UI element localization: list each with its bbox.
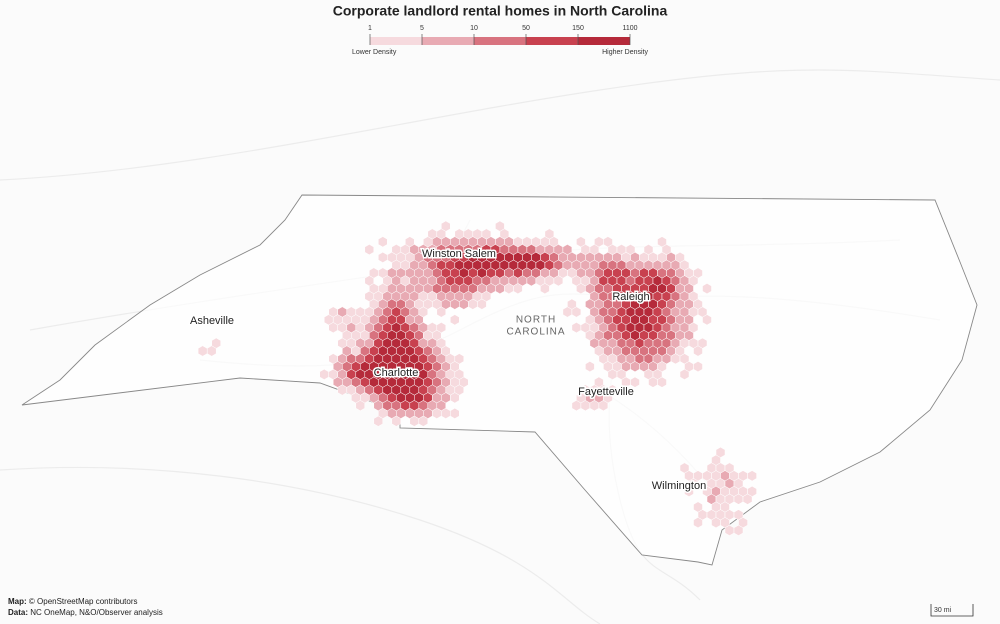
density-hex [206, 345, 217, 357]
state-label: CAROLINA [506, 327, 565, 338]
density-hex [409, 415, 420, 427]
legend-tick-label: 5 [420, 25, 424, 32]
legend-high-label: Higher Density [602, 49, 648, 56]
scale-label: 30 mi [934, 607, 952, 614]
city-label: Asheville [190, 315, 234, 327]
density-hex [598, 400, 609, 412]
credit-text: NC OneMap, N&O/Observer analysis [30, 608, 163, 617]
density-hex [585, 361, 595, 373]
legend-swatch [474, 37, 526, 45]
density-hex [693, 361, 703, 373]
scale-line [930, 604, 974, 617]
density-hex [724, 524, 735, 536]
density-hex [742, 493, 753, 505]
city-label: Wilmington [652, 480, 706, 492]
density-hex [576, 283, 586, 295]
density-hex [693, 345, 703, 357]
density-hex [378, 251, 388, 263]
legend-tick-label: 1100 [622, 25, 637, 32]
density-hex [355, 400, 366, 412]
legend-swatch [526, 37, 578, 45]
city-label: Raleigh [612, 291, 649, 303]
density-hex [711, 517, 721, 529]
density-hex [562, 306, 573, 318]
credit-text: © OpenStreetMap contributors [28, 597, 138, 606]
legend-tick-label: 50 [522, 25, 530, 32]
density-hex [684, 485, 694, 497]
legend-tick-label: 10 [470, 25, 478, 32]
credit-map: Map: © OpenStreetMap contributors [8, 597, 138, 606]
density-hex [589, 400, 600, 412]
legend-swatch [370, 37, 422, 45]
city-label: Charlotte [374, 367, 419, 379]
density-hex [477, 298, 487, 310]
density-hex [378, 236, 388, 248]
density-hex [197, 345, 208, 357]
density-hex [495, 283, 505, 295]
density-hex [580, 400, 591, 412]
density-hex [679, 368, 690, 380]
credit-key: Data: [8, 608, 29, 617]
density-hex [391, 415, 402, 427]
density-hex [441, 407, 451, 419]
density-hex [553, 275, 564, 287]
density-hex [733, 493, 744, 505]
road [0, 466, 601, 624]
density-hex [571, 322, 582, 334]
density-hex [328, 322, 338, 334]
city-label: Winston Salem [422, 248, 496, 260]
density-hex [702, 314, 712, 326]
road [0, 69, 1000, 181]
density-hex [504, 283, 514, 295]
density-hex [571, 306, 582, 318]
scale-bar: 30 mi [930, 604, 974, 617]
density-hex [693, 517, 703, 529]
legend-swatch [578, 37, 630, 45]
density-hex [450, 314, 460, 326]
city-label: Fayetteville [578, 386, 634, 398]
legend-swatch [422, 37, 474, 45]
state-outline [21, 194, 978, 566]
legend-tick-label: 1 [368, 25, 372, 32]
credit-data: Data: NC OneMap, N&O/Observer analysis [8, 608, 163, 617]
density-hex [607, 368, 618, 380]
legend-low-label: Lower Density [352, 49, 397, 56]
density-hex [468, 298, 478, 310]
density-hex [648, 376, 658, 388]
credit-key: Map: [8, 597, 27, 606]
hex-layer [197, 220, 757, 536]
density-hex [657, 376, 667, 388]
density-hex [337, 384, 348, 396]
density-hex [733, 524, 744, 536]
state-label: NORTH [516, 315, 556, 326]
density-hex [702, 283, 712, 295]
density-hex [747, 470, 757, 482]
density-hex [526, 275, 537, 287]
density-hex [432, 407, 442, 419]
density-hex [364, 244, 375, 256]
density-hex [513, 283, 523, 295]
density-hex [450, 392, 460, 404]
density-hex [459, 298, 469, 310]
title: Corporate landlord rental homes in North… [333, 3, 668, 19]
density-hex [571, 400, 582, 412]
density-hex [373, 415, 384, 427]
density-hex [436, 306, 447, 318]
density-hex [630, 376, 640, 388]
density-hex [450, 298, 460, 310]
density-hex [630, 361, 640, 373]
density-hex [319, 368, 329, 380]
legend-tick-label: 150 [572, 25, 584, 32]
density-hex [418, 415, 429, 427]
density-hex [670, 353, 681, 365]
density-hex [540, 283, 550, 295]
legend: 1 5 10 50 150 1100 Lower Density Higher Density [352, 25, 648, 56]
density-hex [450, 407, 460, 419]
